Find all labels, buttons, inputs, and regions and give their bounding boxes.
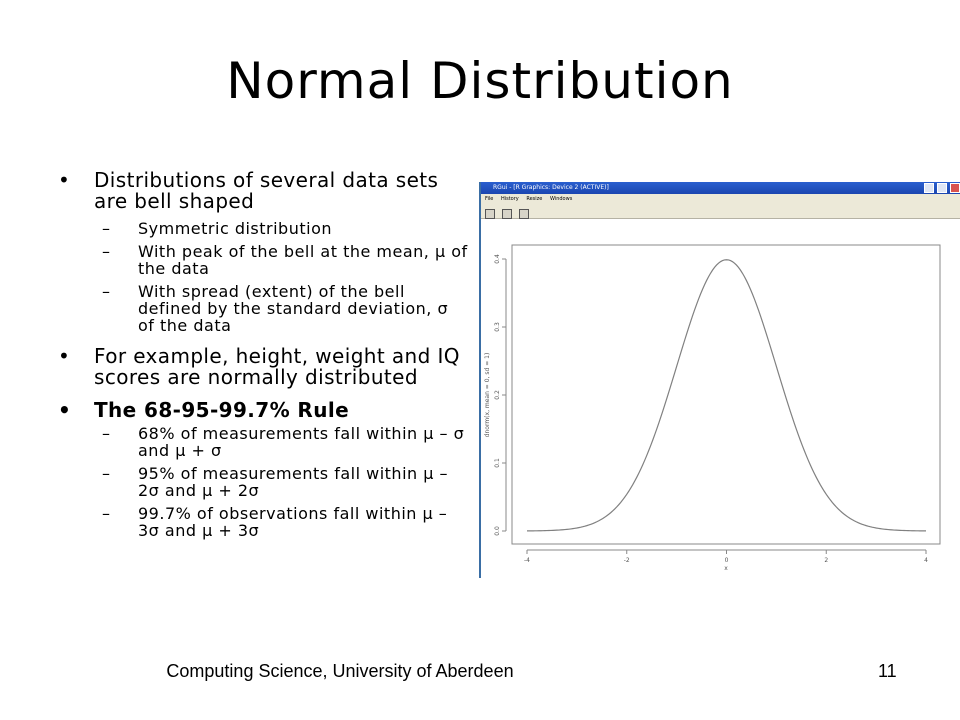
y-tick-label: 0.2: [494, 390, 501, 400]
menu-history[interactable]: History: [500, 196, 519, 202]
x-tick-label: 0: [725, 557, 729, 564]
minimize-icon[interactable]: [924, 183, 935, 193]
slide-title: Normal Distribution: [226, 52, 734, 110]
y-axis-label: dnorm(x, mean = 0, sd = 1): [484, 353, 491, 438]
sub-bullet-text: With spread (extent) of the bell defined…: [138, 282, 449, 335]
menu-windows[interactable]: Windows: [549, 196, 573, 202]
rgui-window: RGui - [R Graphics: Device 2 (ACTIVE)] F…: [479, 182, 960, 578]
sub-bullet-text: 99.7% of observations fall within μ – 3σ…: [138, 504, 448, 540]
bullet-dot-icon: •: [58, 398, 72, 422]
bullet-rule: • The 68-95-99.7% Rule: [58, 400, 468, 421]
y-tick-label: 0.1: [494, 458, 501, 468]
bullet-text: For example, height, weight and IQ score…: [94, 344, 460, 389]
bullet-text: Distributions of several data sets are b…: [94, 168, 439, 213]
x-tick-label: 2: [824, 557, 828, 564]
x-axis-label: x: [724, 565, 728, 572]
x-axis: -4 -2 0 2 4: [524, 549, 928, 564]
bullet-bell-shaped: • Distributions of several data sets are…: [58, 170, 468, 212]
sub-bullet-95: – 95% of measurements fall within μ – 2σ…: [58, 465, 468, 499]
dash-icon: –: [102, 504, 111, 523]
y-tick-label: 0.4: [494, 254, 501, 264]
bullet-list: • Distributions of several data sets are…: [58, 170, 468, 551]
rgui-toolbar: [481, 204, 960, 219]
window-controls: [923, 183, 960, 198]
dash-icon: –: [102, 424, 111, 443]
copy-icon[interactable]: [485, 209, 495, 219]
y-tick-label: 0.0: [494, 526, 501, 536]
normal-density-plot: -4 -2 0 2 4 0.0 0.1 0.2 0.3 0.4 x dnorm(x, mean …: [484, 244, 941, 572]
sub-bullet-symmetric: – Symmetric distribution: [58, 220, 468, 237]
x-tick-label: -4: [524, 557, 530, 564]
sub-bullet-997: – 99.7% of observations fall within μ – …: [58, 505, 468, 539]
save-icon[interactable]: [502, 209, 513, 219]
plot-area: -4 -2 0 2 4 0.0 0.1 0.2 0.3 0.4 x dnorm(x, mean …: [481, 219, 960, 578]
y-tick-label: 0.3: [494, 322, 501, 332]
page-number: 11: [878, 661, 897, 681]
sub-bullet-peak: – With peak of the bell at the mean, μ o…: [58, 243, 468, 277]
sub-bullet-text: 95% of measurements fall within μ – 2σ a…: [138, 464, 448, 500]
bullet-dot-icon: •: [58, 168, 71, 192]
sub-bullets-bell: – Symmetric distribution – With peak of …: [58, 220, 468, 334]
dash-icon: –: [102, 282, 111, 301]
bullet-text: The 68-95-99.7% Rule: [94, 398, 350, 422]
footer-text: Computing Science, University of Aberdee…: [166, 661, 514, 681]
dash-icon: –: [102, 242, 111, 261]
dash-icon: –: [102, 219, 111, 238]
bullet-example: • For example, height, weight and IQ sco…: [58, 346, 468, 388]
maximize-icon[interactable]: [937, 183, 948, 193]
rgui-menu-bar: File History Resize Windows: [481, 194, 960, 204]
dash-icon: –: [102, 464, 111, 483]
sub-bullet-68: – 68% of measurements fall within μ – σ …: [58, 425, 468, 459]
menu-resize[interactable]: Resize: [526, 196, 543, 202]
sub-bullet-spread: – With spread (extent) of the bell defin…: [58, 283, 468, 334]
x-tick-label: 4: [924, 557, 928, 564]
sub-bullets-rule: – 68% of measurements fall within μ – σ …: [58, 425, 468, 539]
plot-frame: [511, 244, 941, 545]
y-axis: 0.0 0.1 0.2 0.3 0.4: [494, 254, 507, 536]
rgui-title-bar[interactable]: RGui - [R Graphics: Device 2 (ACTIVE)]: [481, 182, 960, 194]
density-curve: [526, 259, 927, 532]
sub-bullet-text: Symmetric distribution: [138, 219, 332, 238]
print-icon[interactable]: [519, 209, 530, 219]
x-tick-label: -2: [624, 557, 630, 564]
close-icon[interactable]: [950, 183, 960, 193]
rgui-window-title: RGui - [R Graphics: Device 2 (ACTIVE)]: [493, 184, 609, 191]
menu-file[interactable]: File: [485, 196, 494, 202]
sub-bullet-text: With peak of the bell at the mean, μ of …: [138, 242, 468, 278]
bullet-dot-icon: •: [58, 344, 71, 368]
sub-bullet-text: 68% of measurements fall within μ – σ an…: [138, 424, 465, 460]
